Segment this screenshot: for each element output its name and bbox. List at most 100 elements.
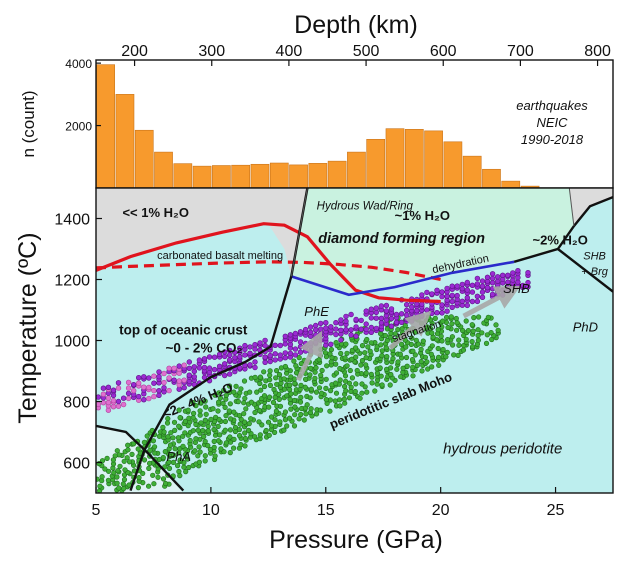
slab-top-point xyxy=(333,331,339,338)
slab-moho-point xyxy=(261,393,268,399)
slab-moho-point xyxy=(104,455,110,462)
slab-top-point xyxy=(257,340,263,346)
slab-moho-point xyxy=(216,390,222,396)
histogram-bar xyxy=(327,160,347,188)
slab-moho-point xyxy=(274,381,280,387)
slab-moho-point xyxy=(228,416,234,422)
histogram-bar xyxy=(212,165,231,188)
histogram-bar xyxy=(269,162,289,188)
slab-moho-point xyxy=(226,383,233,389)
slab-moho-point xyxy=(291,397,298,404)
slab-moho-point xyxy=(287,396,293,403)
histogram-ylabel: n (count) xyxy=(19,90,38,157)
slab-moho-point xyxy=(212,392,218,398)
slab-moho-point xyxy=(428,351,434,357)
slab-moho-point xyxy=(404,363,410,369)
slab-moho-point xyxy=(202,453,208,459)
histogram-bar xyxy=(501,180,521,188)
slab-top-point xyxy=(358,326,364,332)
slab-top-point xyxy=(156,369,162,375)
slab-top-point xyxy=(232,355,238,361)
slab-top-point xyxy=(398,319,405,325)
slab-top-point xyxy=(115,385,122,391)
slab-moho-point xyxy=(455,352,461,359)
slab-moho-point xyxy=(399,341,405,348)
slab-top-point xyxy=(464,279,470,286)
slab-moho-point xyxy=(125,447,131,453)
slab-top-point xyxy=(444,285,450,292)
slab-moho-point xyxy=(222,404,228,411)
slab-top-point xyxy=(419,312,425,318)
slab-moho-point xyxy=(378,373,384,379)
stagnation-arrow-3 xyxy=(462,285,521,319)
slab-top-point xyxy=(262,342,268,349)
slab-moho-point xyxy=(105,468,112,474)
slab-top-point xyxy=(166,375,172,381)
histogram-title: Depth (km) xyxy=(294,11,418,39)
phase-diagram-panel: << 1% H₂O Hydrous Wad/Ring ~1% H₂O diamo… xyxy=(14,187,614,554)
slab-moho-point xyxy=(303,411,309,417)
slab-top-point xyxy=(267,352,273,359)
histogram-bar xyxy=(134,129,154,188)
label-phe: PhE xyxy=(304,304,329,319)
slab-top-point xyxy=(156,388,162,394)
slab-moho-point xyxy=(266,394,273,400)
slab-top-point xyxy=(383,308,390,314)
slab-moho-point xyxy=(282,363,289,370)
slab-top-point xyxy=(368,329,374,335)
slab-moho-point xyxy=(96,476,100,482)
slab-top-point xyxy=(500,272,506,278)
slab-moho-point xyxy=(394,366,400,372)
slab-moho-point xyxy=(268,423,275,429)
slab-top-point xyxy=(171,377,177,383)
slab-top-point xyxy=(115,380,122,386)
slab-moho-point xyxy=(155,474,161,480)
slab-top-point xyxy=(495,288,501,294)
slab-moho-point xyxy=(362,384,368,390)
slab-top-point xyxy=(156,392,162,398)
slab-moho-point xyxy=(460,347,467,353)
slab-moho-point xyxy=(257,432,263,438)
slab-top-point xyxy=(247,350,253,356)
slab-moho-point xyxy=(246,421,252,427)
slab-moho-point xyxy=(424,359,430,365)
slab-top-point xyxy=(439,310,445,316)
slab-top-point xyxy=(222,349,228,355)
slab-moho-point xyxy=(436,362,442,368)
slab-top-point xyxy=(120,395,127,401)
histogram-bar xyxy=(192,165,212,188)
slab-moho-point xyxy=(121,458,127,464)
slab-top-point xyxy=(297,344,304,350)
slab-moho-point xyxy=(410,373,416,379)
slab-moho-point xyxy=(202,438,208,445)
slab-moho-point xyxy=(167,442,174,448)
label-shb: SHB xyxy=(503,281,530,296)
slab-moho-point xyxy=(215,408,221,414)
slab-top-point xyxy=(201,356,208,362)
slab-top-point xyxy=(388,306,395,312)
slab-top-point xyxy=(146,384,152,391)
histogram-panel: Depth (km) n (count) 200 300 400 500 600 700 8… xyxy=(19,11,614,189)
slab-moho-point xyxy=(192,448,198,454)
slab-moho-point xyxy=(316,385,323,391)
slab-moho-point xyxy=(333,390,340,396)
slab-moho-point xyxy=(277,419,283,425)
slab-moho-point xyxy=(475,332,481,339)
slab-moho-point xyxy=(475,337,482,343)
slab-moho-point xyxy=(388,365,394,371)
slab-moho-point xyxy=(378,342,384,348)
slab-top-point xyxy=(186,372,193,378)
slab-moho-point xyxy=(483,340,490,347)
histogram-x-tick-label: 600 xyxy=(430,43,457,60)
slab-moho-point xyxy=(218,446,224,452)
slab-top-point xyxy=(125,390,132,397)
region-dry-upper-left xyxy=(96,188,308,277)
slab-moho-point xyxy=(222,418,228,425)
stagnation-arrow-2 xyxy=(388,310,432,350)
slab-moho-point xyxy=(114,474,120,480)
slab-top-point xyxy=(525,279,531,286)
slab-moho-point xyxy=(252,434,258,440)
label-less-1pct-h2o: << 1% H₂O xyxy=(122,205,188,220)
histogram-bar xyxy=(250,163,270,188)
slab-moho-point xyxy=(379,348,385,354)
